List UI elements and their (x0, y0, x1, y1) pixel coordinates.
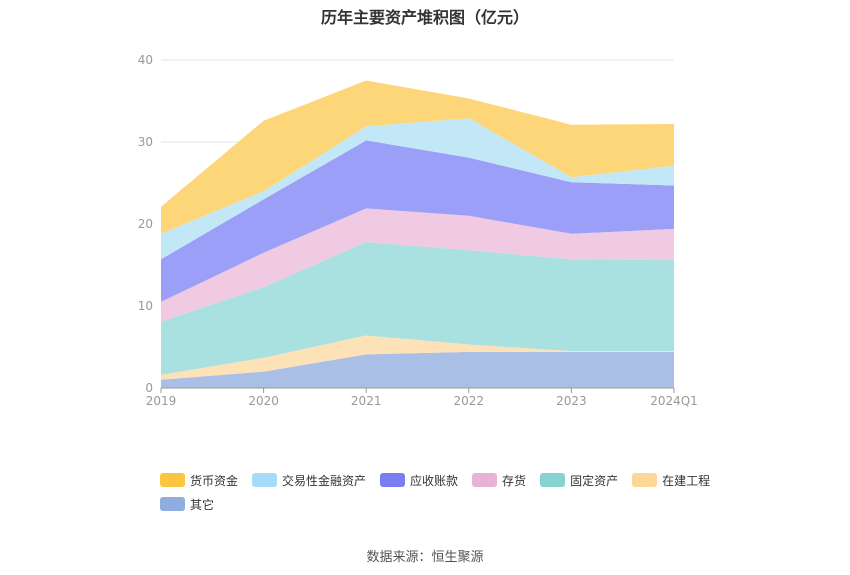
legend-swatch (632, 473, 658, 487)
y-tick-label: 10 (138, 299, 153, 313)
legend-item[interactable]: 在建工程 (632, 472, 710, 488)
area-series-1 (161, 335, 674, 380)
chart-title: 历年主要资产堆积图（亿元） (320, 8, 529, 27)
legend-label: 货币资金 (190, 473, 239, 488)
legend-item[interactable]: 应收账款 (380, 472, 458, 488)
legend: 货币资金 交易性金融资产 应收账款 存货 固定资产 在建工程其它 (160, 472, 720, 512)
stacked-area-chart: 0 10 20 30 40 2019 2020 2021 2022 2023 2024Q1 (138, 53, 698, 408)
legend-item[interactable]: 存货 (472, 472, 526, 488)
area-series-4 (161, 140, 674, 302)
area-series-0 (161, 351, 674, 388)
legend-label: 存货 (502, 473, 527, 488)
legend-label: 交易性金融资产 (282, 473, 367, 488)
y-axis-ticks: 0 10 20 30 40 (138, 53, 153, 395)
legend-item[interactable]: 交易性金融资产 (252, 472, 366, 488)
legend-label: 固定资产 (570, 473, 619, 488)
y-tick-label: 40 (138, 53, 153, 67)
legend-swatch (540, 473, 566, 487)
legend-item[interactable]: 货币资金 (160, 472, 238, 488)
area-series-5 (161, 118, 674, 260)
x-tick-label: 2020 (248, 394, 279, 408)
legend-swatch (380, 473, 406, 487)
x-axis-ticks: 2019 2020 2021 2022 2023 2024Q1 (146, 394, 698, 408)
y-tick-label: 30 (138, 135, 153, 149)
x-tick-label: 2021 (351, 394, 382, 408)
area-series-2 (161, 242, 674, 375)
legend-label: 应收账款 (410, 473, 459, 488)
x-tick-label: 2023 (556, 394, 587, 408)
area-series-3 (161, 208, 674, 322)
legend-item[interactable]: 固定资产 (540, 472, 618, 488)
legend-item[interactable]: 其它 (160, 496, 214, 512)
legend-swatch (252, 473, 278, 487)
legend-swatch (160, 497, 185, 511)
x-axis (160, 387, 675, 393)
area-series-6 (161, 80, 674, 234)
x-tick-label: 2019 (146, 394, 177, 408)
data-source: 数据来源：恒生聚源 (366, 550, 484, 565)
x-tick-label: 2024Q1 (650, 394, 698, 408)
area-series (161, 80, 674, 388)
y-tick-label: 0 (145, 381, 153, 395)
legend-label: 在建工程 (662, 473, 711, 488)
legend-swatch (160, 473, 185, 487)
legend-label: 其它 (190, 497, 215, 512)
x-tick-label: 2022 (454, 394, 485, 408)
legend-swatch (472, 473, 498, 487)
y-tick-label: 20 (138, 217, 153, 231)
